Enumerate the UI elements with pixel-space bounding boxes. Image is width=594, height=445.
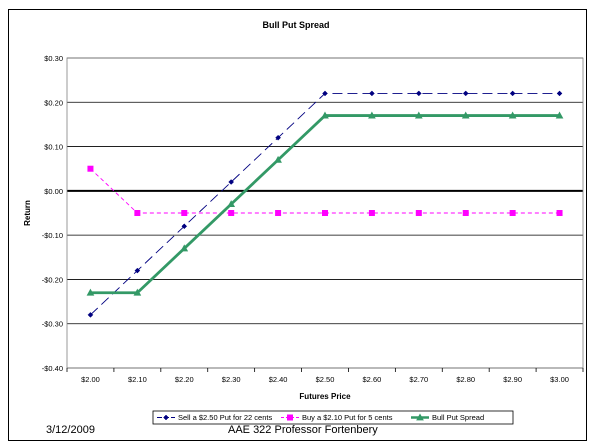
footer-course: AAE 322 Professor Fortenbery [228,424,378,436]
y-axis-title: Return [23,200,32,226]
series-3-point [180,244,189,252]
legend-label: Buy a $2.10 Put for 5 cents [302,413,393,422]
plot-border [66,57,584,369]
series-3-point [321,111,329,119]
x-tick-label: $2.00 [81,375,100,384]
x-tick-label: $2.20 [175,375,194,384]
legend-label: Bull Put Spread [432,413,484,422]
x-tick-label: $3.00 [550,375,569,384]
series-1-point [87,312,94,318]
legend-label: Sell a $2.50 Put for 22 cents [178,413,272,422]
x-tick-label: $2.30 [222,375,241,384]
y-tick-label: $0.20 [44,98,63,107]
y-tick-label: -$0.40 [42,364,63,373]
series-2-point [181,210,188,216]
series-1-point [462,90,469,97]
series-2-point [134,210,141,216]
series-2-point [228,210,235,216]
x-tick-label: $2.50 [316,375,335,384]
series-3-point [368,111,376,119]
series-1-point [163,414,169,421]
y-tick-label: $0.00 [44,187,63,196]
series-1-point [509,90,516,97]
series-2-point [287,414,293,421]
series-3-point [274,155,282,163]
x-tick-label: $2.10 [128,375,147,384]
series-3-point [86,288,95,296]
chart-title: Bull Put Spread [262,20,329,30]
series-2-point [368,210,375,216]
series-2-point [275,210,282,216]
series-3-point [508,111,517,119]
y-tick-label: -$0.30 [42,320,63,329]
series-2-point [462,210,469,216]
series-3-point [414,111,423,119]
series-3-point [227,200,236,208]
y-tick-label: $0.30 [44,54,63,63]
x-tick-label: $2.70 [409,375,428,384]
series-1-point [275,134,281,141]
series-1-point [556,90,563,97]
series-3-point [555,111,564,119]
y-tick-label: $0.10 [44,143,63,152]
series-1-point [369,90,375,97]
series-2-point [322,210,328,216]
footer-date: 3/12/2009 [46,424,95,436]
series-3-point [461,111,470,119]
x-tick-label: $2.60 [363,375,382,384]
series-1-point [181,223,188,230]
series-2-point [87,165,94,172]
x-tick-label: $2.40 [269,375,288,384]
x-axis-title: Futures Price [299,392,351,401]
x-tick-label: $2.90 [503,375,522,384]
series-1-point [322,90,328,97]
legend-box [152,410,514,425]
series-1-point [228,179,235,185]
series-3-point [133,288,142,296]
series-3-point [416,413,424,421]
series-2-point [509,210,516,216]
x-tick-label: $2.80 [456,375,475,384]
y-tick-label: -$0.10 [42,231,63,240]
series-1-point [415,90,422,97]
series-1-point [134,267,141,274]
series-2-point [415,210,422,216]
series-2-point [556,210,563,216]
y-tick-label: -$0.20 [42,275,63,284]
